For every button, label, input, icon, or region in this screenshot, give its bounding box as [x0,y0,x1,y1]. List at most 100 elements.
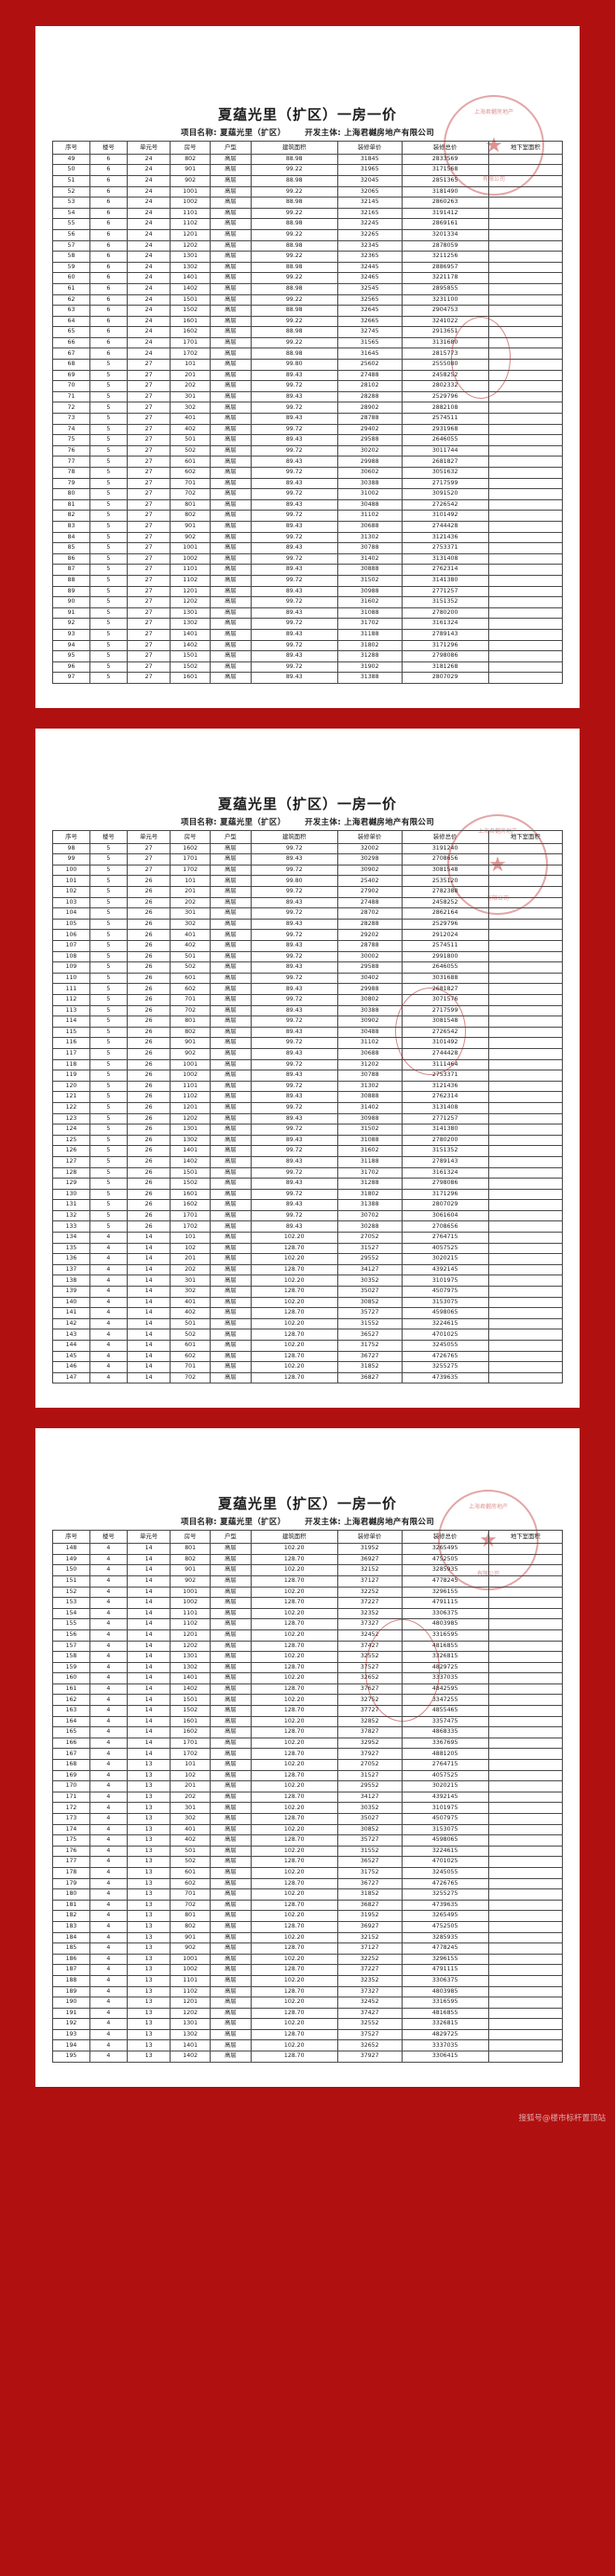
cell-0: 102 [52,886,90,898]
cell-7: 2860263 [401,197,489,209]
cell-7: 3153075 [401,1823,489,1836]
cell-0: 143 [52,1329,90,1341]
table-row: 76 5 27 502 高层 99.72 30202 3011744 [52,444,564,457]
cell-0: 78 [52,467,90,479]
cell-7: 3141380 [401,1124,489,1136]
cell-5: 102.20 [250,1910,338,1922]
cell-6: 31965 [336,164,403,176]
cell-5: 102.20 [250,1586,338,1599]
cell-7: 3326815 [401,2018,489,2030]
cell-4: 高层 [209,1823,252,1836]
cell-4: 高层 [209,1253,252,1265]
table-row: 158 4 14 1301 高层 102.20 32552 3326815 [52,1651,564,1663]
cell-8 [487,293,564,307]
cell-3: 202 [170,896,211,909]
table-row: 89 5 27 1201 高层 89.43 30988 2771257 [52,585,564,598]
cell-3: 802 [170,1553,211,1566]
cell-6: 32545 [336,282,403,295]
cell-0: 59 [52,261,90,274]
developer-value: 上海君樾房地产有限公司 [344,1518,435,1528]
cell-0: 81 [52,498,90,511]
table-row: 129 5 26 1502 高层 89.43 31288 2798086 [52,1178,564,1190]
cell-5: 128.70 [250,1899,338,1912]
cell-8 [487,1931,564,1944]
cell-7: 2904753 [401,305,489,317]
cell-5: 128.70 [250,2028,338,2041]
cell-0: 182 [52,1910,90,1922]
cell-5: 102.20 [250,1715,338,1728]
cell-8 [487,1759,564,1771]
cell-5: 99.22 [250,336,338,349]
cell-2: 13 [126,1759,171,1771]
cell-7: 3171296 [401,1188,489,1201]
cell-5: 102.20 [250,1274,338,1288]
cell-1: 6 [89,218,128,230]
cell-5: 99.72 [250,661,338,674]
cell-2: 27 [126,369,171,382]
cell-6: 32852 [336,1715,403,1728]
cell-8 [487,282,564,295]
cell-8 [487,1134,564,1147]
cell-3: 201 [170,369,211,382]
cell-2: 13 [126,2051,171,2063]
cell-6: 31852 [336,1888,403,1901]
cell-4: 高层 [209,1329,252,1341]
cell-2: 24 [126,175,171,187]
cell-6: 31702 [336,1166,403,1179]
cell-0: 121 [52,1091,90,1103]
cell-5: 99.22 [250,251,338,263]
cell-3: 402 [170,1307,211,1319]
table-row: 152 4 14 1001 高层 102.20 32252 3296155 [52,1586,564,1599]
table-row: 157 4 14 1202 高层 128.70 37427 4816855 [52,1640,564,1653]
cell-6: 28788 [336,940,403,952]
cell-4: 高层 [209,1877,252,1890]
cell-4: 高层 [209,336,252,349]
cell-1: 6 [89,251,128,263]
table-row: 189 4 13 1102 高层 128.70 37327 4803985 [52,1985,564,1998]
cell-5: 128.70 [250,1856,338,1868]
cell-5: 99.72 [250,972,338,985]
cell-6: 30888 [336,1091,403,1103]
cell-5: 99.72 [250,1101,338,1114]
cell-2: 27 [126,618,171,630]
cell-6: 32352 [336,1607,403,1620]
cell-2: 14 [126,1307,171,1319]
cell-2: 24 [126,282,171,295]
page-gap [0,1408,615,1429]
cell-3: 1502 [170,305,211,317]
cell-7: 3306375 [401,1607,489,1620]
cell-7: 3306415 [401,2051,489,2063]
cell-7: 4739635 [401,1899,489,1912]
cell-2: 27 [126,380,171,392]
cell-0: 172 [52,1802,90,1814]
cell-7: 3326815 [401,1651,489,1663]
column-header-8: 地下室面积 [487,829,564,844]
cell-0: 156 [52,1629,90,1642]
cell-8 [487,1715,564,1728]
cell-1: 5 [89,929,128,942]
cell-6: 30788 [336,542,403,554]
cell-8 [487,228,564,241]
cell-0: 68 [52,359,90,371]
cell-0: 109 [52,961,90,974]
cell-4: 高层 [209,864,252,877]
cell-2: 27 [126,628,171,641]
cell-3: 1401 [170,628,211,641]
cell-0: 176 [52,1845,90,1858]
cell-7: 4701025 [401,1329,489,1341]
cell-0: 73 [52,413,90,425]
cell-2: 26 [126,1091,171,1103]
cell-3: 1402 [170,1155,211,1168]
cell-3: 1202 [170,2007,211,2020]
table-row: 187 4 13 1002 高层 128.70 37227 4791115 [52,1964,564,1976]
cell-8 [487,1340,564,1352]
cell-8 [487,1888,564,1901]
cell-0: 139 [52,1286,90,1298]
cell-2: 13 [126,1985,171,1998]
cell-7: 2744428 [401,1047,489,1060]
table-body: 148 4 14 801 高层 102.20 31952 3265495 149 4 14 802 高层… [52,1543,564,2063]
table-row: 91 5 27 1301 高层 89.43 31088 2780200 [52,607,564,620]
cell-5: 89.43 [250,498,338,511]
cell-1: 6 [89,153,128,166]
cell-7: 2886957 [401,261,489,274]
